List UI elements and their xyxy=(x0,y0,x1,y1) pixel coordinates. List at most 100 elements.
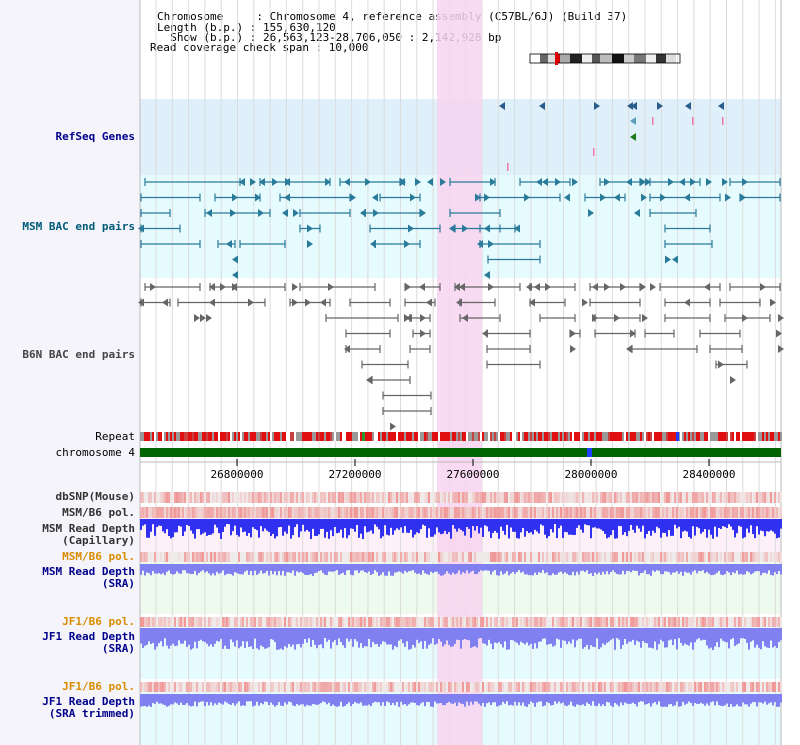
jf1-trim-depth xyxy=(610,694,612,706)
msm-sra-depth xyxy=(744,564,746,575)
msm-sra-depth xyxy=(216,564,218,572)
repeat-bar xyxy=(512,432,514,441)
msm-pol2-strip xyxy=(320,552,322,562)
jf1-sra-depth xyxy=(168,628,170,649)
jf1-trim-depth xyxy=(292,694,294,706)
msm-pol2-strip xyxy=(374,552,376,562)
dbsnp-strip xyxy=(252,492,254,503)
msm-pol2-strip xyxy=(308,552,310,562)
msm-cap-depth xyxy=(140,519,142,530)
jf1-pol2-strip xyxy=(606,682,608,692)
jf1-pol2-strip xyxy=(470,682,472,692)
jf1-pol2-strip xyxy=(330,682,332,692)
jf1-pol2-strip xyxy=(154,682,156,692)
b6n-bac-glyph xyxy=(770,298,776,307)
jf1-pol-strip xyxy=(680,617,682,627)
jf1-trim-depth xyxy=(356,694,358,704)
msm-pol2-strip xyxy=(662,552,664,562)
msm-sra-depth xyxy=(734,564,736,574)
dbsnp-strip xyxy=(536,492,538,503)
msm-sra-depth xyxy=(358,564,360,574)
jf1-sra-depth xyxy=(348,628,350,642)
msm-pol-strip xyxy=(140,507,142,518)
jf1-sra-depth xyxy=(178,628,180,641)
jf1-trim-depth xyxy=(374,694,376,702)
track-label-msm-bac[interactable]: MSM BAC end pairs xyxy=(22,220,135,233)
msm-sra-depth xyxy=(548,564,550,576)
msm-sra-depth xyxy=(490,564,492,575)
jf1-sra-depth xyxy=(596,628,598,639)
b6n-bac-glyph xyxy=(420,314,426,322)
dbsnp-strip xyxy=(734,492,736,503)
msm-pol-strip xyxy=(224,507,226,518)
msm-pol2-strip xyxy=(610,552,612,562)
msm-sra-depth xyxy=(644,564,646,571)
jf1-trim-depth xyxy=(640,694,642,702)
msm-sra-depth xyxy=(360,564,362,571)
jf1-sra-depth xyxy=(704,628,706,640)
track-label-b6n-bac[interactable]: B6N BAC end pairs xyxy=(22,348,135,361)
msm-pol-strip xyxy=(272,507,274,518)
jf1-sra-depth xyxy=(644,628,646,643)
msm-cap-depth xyxy=(736,519,738,534)
jf1-pol2-strip xyxy=(386,682,388,692)
msm-pol2-strip xyxy=(148,552,150,562)
msm-cap-depth xyxy=(290,519,292,539)
jf1-pol-strip xyxy=(160,617,162,627)
jf1-trim-depth xyxy=(770,694,772,703)
jf1-trim-depth xyxy=(718,694,720,706)
b6n-bac-glyph xyxy=(704,283,710,291)
jf1-trim-depth xyxy=(496,694,498,707)
repeat-bar xyxy=(582,432,584,441)
repeat-bar xyxy=(356,432,358,441)
msm-pol-strip xyxy=(708,507,710,518)
msm-cap-depth xyxy=(360,519,362,534)
dbsnp-strip xyxy=(202,492,204,503)
msm-sra-depth xyxy=(628,564,630,571)
dbsnp-strip xyxy=(640,492,642,503)
msm-pol-strip xyxy=(474,507,476,518)
jf1-pol-strip xyxy=(410,617,412,627)
jf1-pol2-strip xyxy=(298,682,300,692)
jf1-sra-depth xyxy=(236,628,238,641)
jf1-sra-depth xyxy=(774,628,776,646)
msm-cap-depth xyxy=(146,519,148,538)
jf1-sra-depth xyxy=(640,628,642,648)
jf1-pol-strip xyxy=(268,617,270,627)
jf1-pol-strip xyxy=(320,617,322,627)
track-label-chromosome: chromosome 4 xyxy=(55,446,135,459)
msm-sra-depth xyxy=(298,564,300,573)
jf1-sra-depth xyxy=(676,628,678,650)
jf1-sra-depth xyxy=(316,628,318,649)
msm-cap-depth xyxy=(502,519,504,531)
jf1-pol-strip xyxy=(554,617,556,627)
msm-bac-glyph xyxy=(427,178,433,186)
repeat-bar xyxy=(282,432,284,441)
msm-pol2-strip xyxy=(616,552,618,562)
repeat-bar xyxy=(594,432,596,441)
jf1-pol-strip xyxy=(616,617,618,627)
msm-pol2-strip xyxy=(620,552,622,562)
msm-sra-depth xyxy=(662,564,664,575)
msm-pol2-strip xyxy=(336,552,338,562)
msm-pol2-strip xyxy=(558,552,560,562)
msm-bac-glyph xyxy=(722,178,728,186)
track-label-msm-depth-sra-1: MSM Read Depth xyxy=(42,565,135,578)
jf1-sra-depth xyxy=(432,628,434,639)
jf1-trim-depth xyxy=(250,694,252,702)
msm-cap-depth xyxy=(772,519,774,532)
jf1-sra-depth xyxy=(660,628,662,640)
jf1-pol2-strip xyxy=(658,682,660,692)
msm-bac-glyph xyxy=(604,178,610,186)
msm-pol2-strip xyxy=(290,552,292,562)
jf1-trim-depth xyxy=(178,694,180,705)
jf1-sra-depth xyxy=(244,628,246,648)
jf1-pol-strip xyxy=(572,617,574,627)
msm-pol-strip xyxy=(554,507,556,518)
repeat-bar xyxy=(616,432,618,441)
track-label-refseq[interactable]: RefSeq Genes xyxy=(55,130,135,143)
ideogram-outline xyxy=(529,53,681,64)
msm-sra-depth xyxy=(402,564,404,574)
msm-pol-strip xyxy=(644,507,646,518)
